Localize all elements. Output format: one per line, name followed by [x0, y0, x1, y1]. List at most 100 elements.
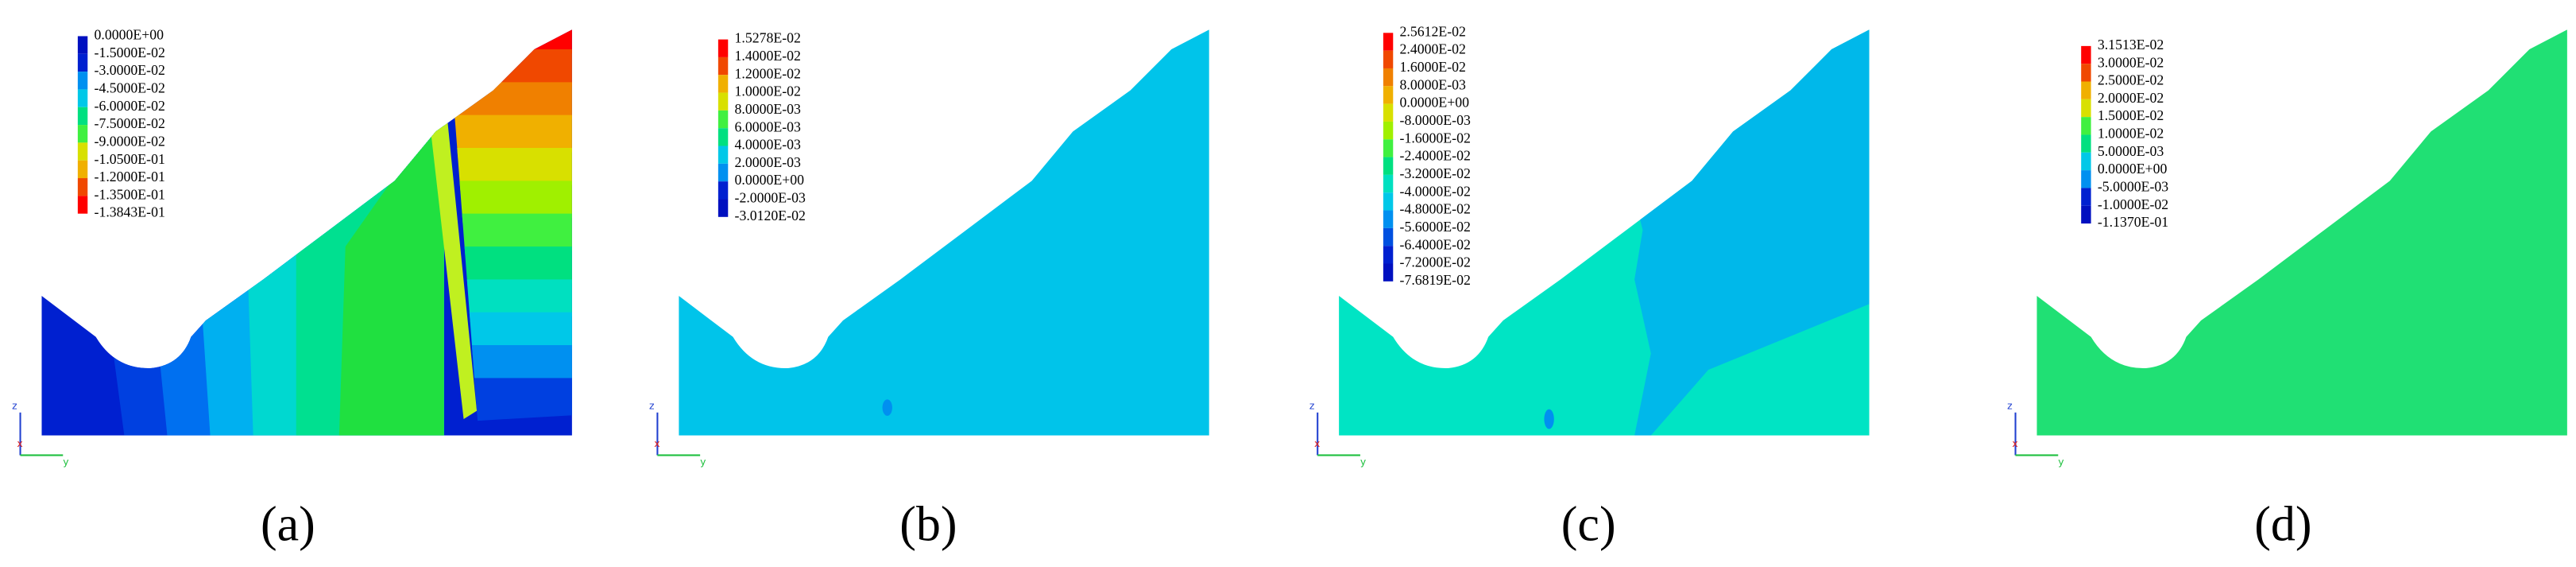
legend-label: -1.3843E-01 [95, 204, 165, 220]
legend-swatch [717, 163, 729, 182]
legend-label: 1.0000E-02 [2098, 126, 2164, 142]
legend-label: -7.6819E-02 [1400, 272, 1471, 288]
axis-y-label: y [700, 456, 706, 468]
legend-label: -1.2000E-01 [95, 169, 165, 184]
axis-y-label: y [63, 456, 68, 468]
legend-swatch [1383, 68, 1394, 87]
legend-swatch [77, 178, 88, 196]
legend-label: -2.4000E-02 [1400, 148, 1471, 164]
legend-swatch [1383, 246, 1394, 264]
legend: 2.5612E-02 2.4000E-02 1.6000E-028.0000E-03… [1383, 23, 1471, 288]
legend-label: -2.0000E-03 [735, 190, 806, 206]
legend-label: 2.5612E-02 [1400, 23, 1466, 39]
legend-swatch [2081, 152, 2091, 171]
legend-label: 1.2000E-02 [735, 65, 801, 81]
legend-swatch [2081, 117, 2091, 135]
legend-label: -5.6000E-02 [1400, 219, 1471, 235]
legend-label: -4.5000E-02 [95, 80, 165, 96]
legend-swatch [77, 125, 88, 143]
legend-label: -1.0500E-01 [95, 151, 165, 167]
legend-label: -4.8000E-02 [1400, 201, 1471, 217]
legend-swatch [1383, 103, 1394, 122]
axis-z-label: z [2007, 400, 2013, 412]
panel-label: (b) [899, 498, 957, 552]
legend-swatch [77, 160, 88, 179]
legend-swatch [1383, 192, 1394, 211]
legend-label: 0.0000E+00 [95, 27, 164, 43]
legend-swatch [2081, 188, 2091, 206]
contour-band [457, 148, 572, 191]
legend-label: 3.1513E-02 [2098, 37, 2164, 52]
axis-y-label: y [1360, 456, 1366, 468]
legend-swatch [77, 107, 88, 126]
contour-band [464, 247, 572, 289]
contour-band [459, 181, 572, 224]
contour-band [466, 279, 572, 323]
legend-swatch [1383, 157, 1394, 175]
legend-swatch [717, 39, 729, 57]
legend-swatch [717, 128, 729, 146]
contour-band [474, 378, 572, 421]
legend-swatch [717, 92, 729, 111]
legend-label: 0.0000E+00 [2098, 161, 2168, 177]
legend-label: -1.5000E-02 [95, 45, 165, 60]
legend-label: 0.0000E+00 [1400, 95, 1470, 111]
legend-label: -7.5000E-02 [95, 115, 165, 131]
legend-label: 8.0000E-03 [735, 101, 802, 117]
panel [1339, 29, 1870, 436]
contour-spot [1544, 409, 1554, 429]
legend-swatch [717, 56, 729, 76]
contour-band [454, 115, 572, 158]
legend-label: 6.0000E-03 [735, 118, 802, 134]
legend-label: -3.0000E-02 [95, 62, 165, 78]
legend-label: -1.0000E-02 [2098, 196, 2168, 212]
axis-x-label: x [1314, 437, 1320, 449]
panel-label: (d) [2254, 498, 2311, 552]
legend-swatch [1383, 33, 1394, 51]
legend-swatch [1383, 263, 1394, 282]
legend-swatch [1383, 174, 1394, 193]
panel-label: (a) [261, 498, 315, 552]
axis-x-label: x [654, 437, 659, 449]
legend-swatch [1383, 139, 1394, 157]
legend-label: -8.0000E-03 [1400, 112, 1471, 128]
contour-spot [882, 399, 892, 416]
legend-swatch [717, 146, 729, 164]
legend-label: -5.0000E-03 [2098, 179, 2168, 195]
legend: 1.5278E-02 1.4000E-021.2000E-02 1.0000E-02… [717, 30, 806, 223]
legend-swatch [717, 75, 729, 93]
legend-label: -6.0000E-02 [95, 98, 165, 114]
panel-label: (c) [1561, 498, 1616, 552]
axis-x-label: x [17, 437, 22, 449]
legend-label: -7.2000E-02 [1400, 254, 1471, 270]
legend: 0.0000E+00 -1.5000E-02 -3.0000E-02 -4.5000E… [77, 27, 165, 220]
contour-band [337, 107, 444, 436]
legend-swatch [2081, 99, 2091, 118]
legend-swatch [1383, 86, 1394, 104]
legend-swatch [77, 142, 88, 161]
legend-swatch [77, 89, 88, 107]
axis-z-label: z [1309, 400, 1315, 412]
legend-label: 5.0000E-03 [2098, 143, 2164, 159]
contour-band [462, 213, 572, 257]
axis-z-label: z [649, 400, 655, 412]
legend-swatch [77, 53, 88, 72]
contour-plot [1339, 29, 1870, 436]
legend-label: 1.4000E-02 [735, 48, 801, 64]
shear-band [431, 118, 478, 420]
contour-spot [851, 290, 861, 311]
legend-swatch [2081, 170, 2091, 188]
legend-label: -1.3500E-01 [95, 186, 165, 202]
legend-swatch [77, 36, 88, 54]
legend-label: -3.2000E-02 [1400, 165, 1471, 181]
legend-label: 0.0000E+00 [735, 172, 805, 188]
legend-label: 3.0000E-02 [2098, 54, 2164, 70]
legend-label: 1.5278E-02 [735, 30, 801, 46]
axis-z-label: z [12, 400, 17, 412]
legend-label: 2.0000E-02 [2098, 90, 2164, 106]
legend-label: -9.0000E-02 [95, 133, 165, 149]
legend-label: -3.0120E-02 [735, 208, 806, 223]
contour-band [471, 345, 572, 388]
legend-swatch [1383, 227, 1394, 247]
